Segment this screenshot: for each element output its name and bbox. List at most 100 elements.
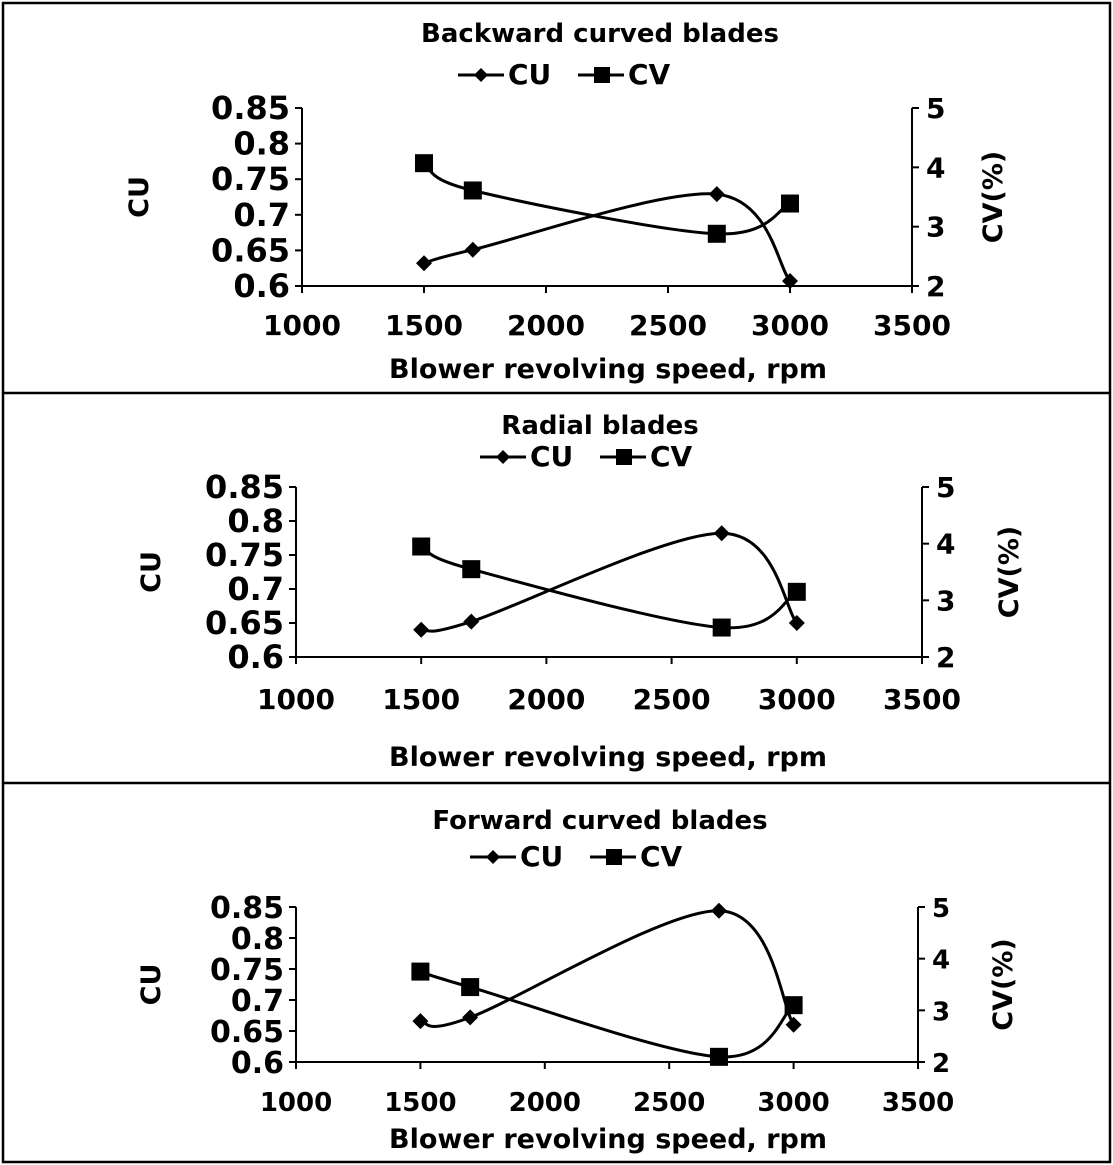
series-cv	[412, 537, 806, 637]
x-tick-label: 3500	[873, 309, 951, 342]
y-tick-label: 0.7	[233, 196, 290, 234]
y2-tick-label: 5	[936, 471, 955, 504]
series-cu-point	[782, 273, 798, 290]
legend-cu-label: CU	[520, 840, 563, 873]
series-cu	[416, 186, 798, 290]
legend-cv-label: CV	[650, 440, 693, 473]
series-cu-point	[713, 525, 730, 542]
y2-tick-label: 5	[932, 894, 950, 924]
y2-tick-label: 4	[932, 946, 950, 976]
legend: CU CV	[470, 840, 683, 873]
y-tick-label: 0.8	[233, 125, 290, 163]
y-tick-label: 0.65	[210, 1015, 284, 1050]
legend: CU CV	[480, 440, 693, 473]
x-tick-label: 2000	[507, 683, 585, 716]
legend-cv-label: CV	[640, 840, 683, 873]
y-axis-label: CU	[136, 964, 167, 1006]
legend-cu-marker	[474, 68, 488, 82]
x-axis-label: Blower revolving speed, rpm	[389, 354, 827, 385]
y2-tick-label: 2	[932, 1049, 950, 1079]
y-tick-label: 0.65	[211, 231, 290, 269]
y-tick-label: 0.75	[211, 160, 290, 198]
y2-tick-label: 2	[926, 270, 945, 303]
series-cu-point	[462, 1009, 479, 1026]
x-tick-label: 1500	[385, 309, 463, 342]
y-tick-label: 0.6	[227, 638, 284, 676]
chart-title: Radial blades	[501, 411, 698, 441]
legend-cv-label: CV	[628, 58, 671, 91]
x-tick-label: 2500	[629, 309, 707, 342]
y-tick-label: 0.6	[233, 267, 290, 305]
series-cv	[411, 962, 803, 1066]
series-cv-point	[781, 194, 799, 213]
legend: CU CV	[458, 58, 671, 91]
y-tick-label: 0.75	[210, 953, 284, 988]
y-tick-label: 0.65	[205, 604, 284, 642]
legend-cv-marker	[616, 449, 632, 465]
legend-cu-label: CU	[508, 58, 551, 91]
x-tick-label: 3500	[882, 1088, 954, 1118]
series-cv-point	[412, 537, 431, 556]
x-tick-label: 3000	[757, 1088, 829, 1118]
y-tick-label: 0.6	[231, 1046, 284, 1081]
y-tick-label: 0.85	[205, 468, 284, 506]
series-cu-point	[412, 1013, 429, 1030]
series-cv-point	[462, 560, 481, 579]
series-cv-point	[707, 224, 726, 243]
series-cu-point	[708, 186, 725, 203]
series-cv-point	[709, 1047, 728, 1066]
y-tick-label: 0.75	[205, 536, 284, 574]
series-cu-point	[788, 615, 805, 631]
y2-axis-label: CV(%)	[978, 151, 1009, 243]
series-cv-line	[423, 161, 791, 236]
series-cv-point	[463, 181, 482, 200]
chart-title: Forward curved blades	[432, 806, 767, 836]
series-cu-point	[710, 902, 727, 919]
x-tick-label: 1000	[260, 1088, 332, 1118]
y2-axis-label: CV(%)	[994, 526, 1025, 618]
x-tick-label: 3000	[758, 683, 836, 716]
x-tick-label: 2500	[633, 683, 711, 716]
series-cv-point	[415, 154, 433, 173]
series-cu-line	[423, 192, 792, 282]
series-cu	[413, 525, 805, 638]
x-tick-label: 3000	[751, 309, 829, 342]
x-tick-label: 1500	[384, 1088, 456, 1118]
series-cu-point	[785, 1016, 802, 1033]
series-cv-point	[787, 582, 806, 601]
y2-tick-label: 3	[926, 211, 945, 244]
y-tick-label: 0.8	[227, 502, 284, 540]
y-axis-label: CU	[124, 176, 155, 218]
y2-tick-label: 5	[926, 92, 945, 125]
y-tick-label: 0.85	[211, 89, 290, 127]
y2-tick-label: 3	[932, 997, 950, 1027]
series-cu-point	[413, 621, 430, 638]
y2-tick-label: 3	[936, 584, 955, 617]
series-cv-line	[420, 545, 798, 630]
y2-tick-label: 2	[936, 641, 955, 674]
y2-tick-label: 4	[936, 528, 955, 561]
legend-cv-marker	[606, 849, 622, 865]
series-cv-point	[784, 996, 803, 1015]
series-cu-line	[420, 909, 795, 1028]
y2-axis-label: CV(%)	[988, 938, 1019, 1030]
x-tick-label: 2000	[507, 309, 585, 342]
series-cv	[415, 154, 799, 243]
legend-cu-label: CU	[530, 440, 573, 473]
series-cu-point	[464, 241, 481, 258]
x-axis-label: Blower revolving speed, rpm	[389, 1124, 827, 1155]
series-cv-line	[419, 970, 795, 1059]
x-tick-label: 1000	[263, 309, 341, 342]
series-cv-point	[411, 962, 430, 981]
series-cv-point	[461, 978, 480, 997]
y2-tick-label: 4	[926, 151, 945, 184]
x-axis-label: Blower revolving speed, rpm	[389, 742, 827, 773]
y-tick-label: 0.7	[231, 984, 284, 1019]
y-axis-label: CU	[136, 551, 167, 593]
x-tick-label: 1500	[382, 683, 460, 716]
x-tick-label: 3500	[883, 683, 961, 716]
